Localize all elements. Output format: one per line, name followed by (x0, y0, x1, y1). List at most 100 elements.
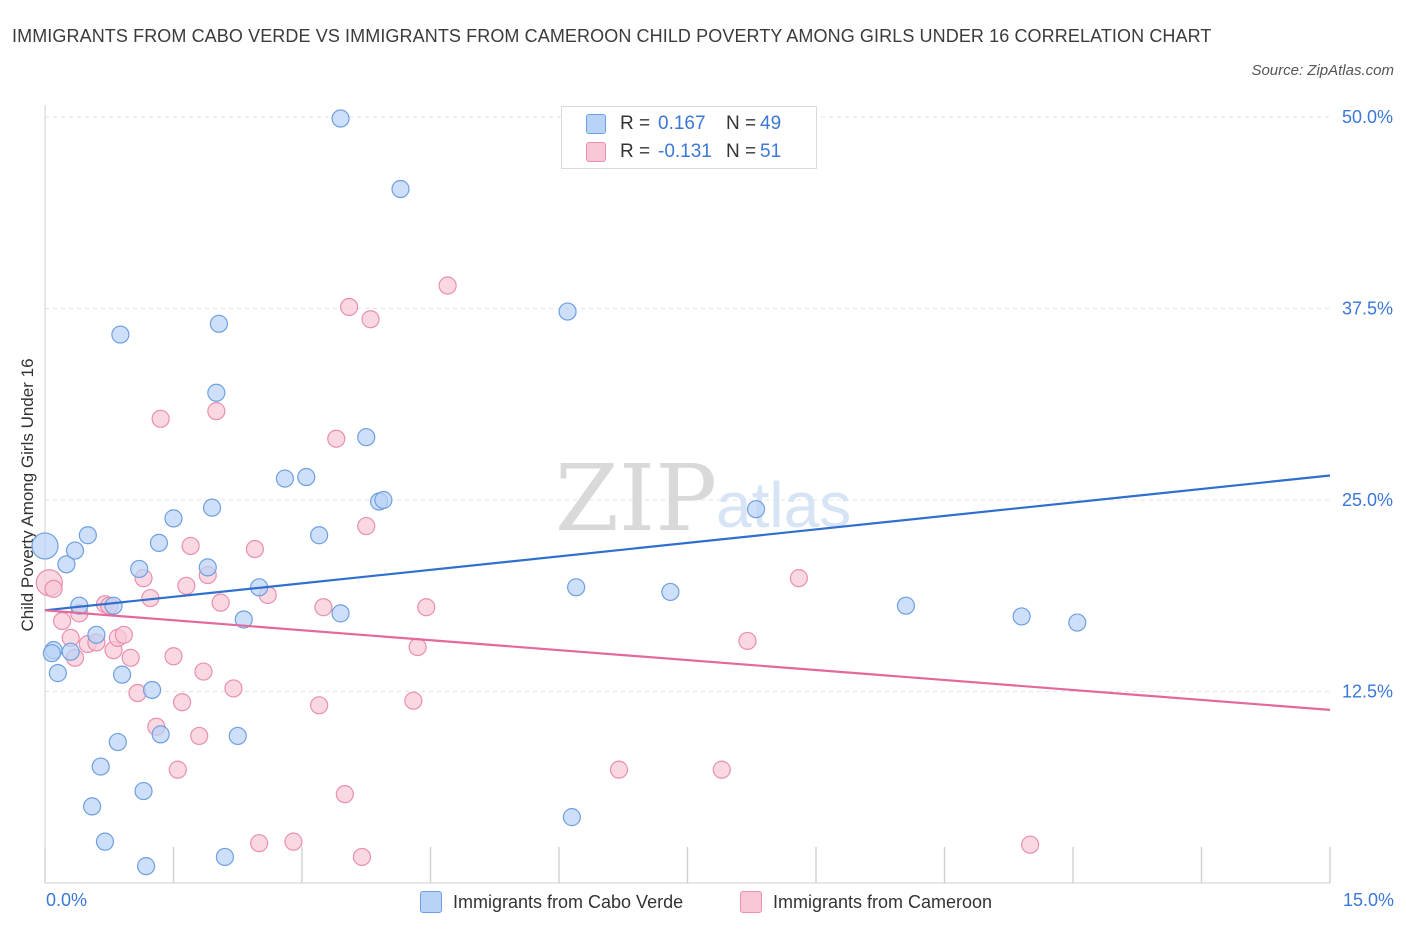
legend-label-cabo-verde: Immigrants from Cabo Verde (453, 891, 684, 912)
cameroon-point (404, 691, 423, 710)
cabo-verde-point (391, 179, 410, 199)
cabo-verde-point (149, 533, 169, 552)
legend-r-value: 0.167 (658, 113, 706, 134)
cabo-verde-point (331, 109, 350, 128)
watermark-zip: ZIP (555, 445, 717, 552)
gridlines (45, 116, 1330, 692)
cabo-verde-point (374, 490, 393, 510)
cameroon-point (738, 631, 757, 651)
cabo-verde-point (61, 642, 80, 661)
cabo-verde-point (746, 500, 766, 519)
cameroon-point (352, 847, 372, 867)
x-tick-label-min: 0.0% (46, 890, 88, 910)
cameroon-trend-line (44, 609, 1331, 711)
legend-item-cabo-verde[interactable]: Immigrants from Cabo Verde (420, 889, 683, 915)
cameroon-point (327, 429, 346, 448)
cabo-verde-point (215, 847, 234, 867)
cameroon-point (310, 696, 329, 715)
cabo-verde-point (108, 732, 127, 752)
y-tick-label: 12.5% (1342, 682, 1393, 702)
legend-r-label: R = (620, 113, 651, 134)
cabo-verde-point (310, 526, 329, 545)
legend-r-value: -0.131 (658, 141, 712, 162)
legend-swatch-pink (586, 142, 606, 162)
cameroon-point (190, 726, 209, 746)
cameroon-point (250, 834, 269, 853)
cabo-verde-point (562, 808, 581, 827)
y-tick-label: 25.0% (1342, 490, 1393, 510)
cameroon-point (121, 648, 140, 667)
cameroon-point (211, 593, 230, 612)
cabo-verde-point (1068, 613, 1087, 632)
cabo-verde-point (164, 509, 183, 528)
cameroon-point (335, 785, 354, 804)
cabo-verde-point (91, 757, 110, 776)
cabo-verde-point (136, 857, 156, 876)
cabo-verde-point (112, 665, 132, 684)
cabo-verde-point (198, 558, 217, 577)
y-tick-label: 37.5% (1342, 299, 1393, 319)
x-tick-label-max: 15.0% (1342, 890, 1394, 910)
cabo-verde-point (83, 797, 102, 816)
cameroon-point (340, 297, 359, 317)
source-label: Source: ZipAtlas.com (1251, 62, 1394, 79)
axes (44, 105, 1331, 884)
legend-n-label: N = (726, 113, 757, 134)
cameroon-point (417, 598, 436, 617)
cameroon-point (284, 832, 303, 851)
cabo-verde-point (87, 625, 106, 644)
cabo-verde-point (202, 498, 222, 517)
cameroon-points (35, 276, 1040, 867)
legend-swatch-blue (586, 114, 606, 134)
legend-n-value: 51 (760, 141, 782, 162)
cabo-verde-point (331, 604, 350, 623)
cabo-verde-trend-line (44, 474, 1331, 612)
cameroon-point (181, 536, 200, 556)
cabo-verde-point (234, 610, 253, 629)
cabo-verde-point (661, 582, 680, 602)
cabo-verde-point (558, 302, 577, 321)
cameroon-point (1021, 835, 1040, 854)
cabo-verde-point (228, 726, 247, 746)
cameroon-point (314, 598, 333, 617)
y-tick-label: 50.0% (1342, 107, 1393, 127)
cabo-verde-point (31, 532, 59, 560)
legend-n-label: N = (726, 141, 757, 162)
cameroon-point (114, 625, 133, 644)
watermark-atlas: atlas (716, 469, 851, 541)
cameroon-point (168, 760, 187, 779)
legend-r-label: R = (620, 141, 651, 162)
stats-legend: R = 0.167 N = 49 R = -0.131 N = 51 (561, 106, 817, 169)
cabo-verde-point (48, 664, 67, 683)
cameroon-point (151, 409, 170, 428)
cabo-verde-point (57, 555, 76, 574)
cabo-verde-point (78, 526, 97, 545)
cabo-verde-point (95, 832, 115, 851)
chart-title: IMMIGRANTS FROM CABO VERDE VS IMMIGRANTS… (12, 26, 1212, 46)
cameroon-point (361, 310, 380, 329)
legend-row-cabo-verde: R = 0.167 N = 49 (586, 111, 781, 137)
cameroon-point (712, 760, 731, 779)
cameroon-point (245, 539, 264, 559)
cabo-verde-point (134, 781, 153, 801)
cameroon-point (164, 647, 183, 666)
cameroon-point (194, 662, 213, 681)
legend-item-cameroon[interactable]: Immigrants from Cameroon (740, 889, 992, 915)
legend-swatch-pink (740, 891, 762, 913)
cabo-verde-point (111, 325, 130, 344)
cabo-verde-point (275, 469, 294, 488)
cabo-verde-point (1012, 607, 1031, 626)
cabo-verde-point (65, 541, 85, 560)
cabo-verde-point (896, 596, 916, 615)
legend-n-value: 49 (760, 113, 782, 134)
cameroon-point (357, 516, 376, 536)
cameroon-point (438, 276, 457, 295)
cameroon-point (408, 637, 427, 657)
cameroon-point (207, 402, 226, 421)
cameroon-point (224, 679, 243, 698)
legend-row-cameroon: R = -0.131 N = 51 (586, 139, 781, 165)
cabo-verde-point (104, 596, 123, 615)
cabo-verde-point (297, 467, 316, 487)
legend-swatch-blue (420, 891, 442, 913)
